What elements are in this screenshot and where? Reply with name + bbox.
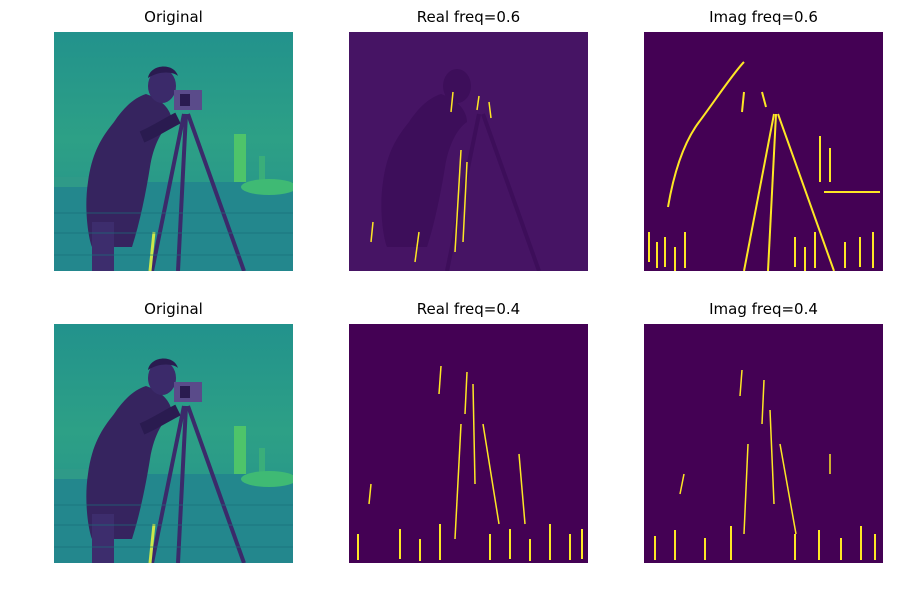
dome-building — [241, 471, 293, 487]
panel-title: Imag freq=0.4 — [709, 300, 818, 318]
imag-0-6-image — [644, 32, 883, 271]
horizon-buildings — [54, 469, 114, 479]
tripod-leg-left — [150, 405, 186, 563]
grass-noise — [357, 524, 583, 561]
tripod-leg-right — [186, 113, 246, 271]
imag-0-4-image — [644, 324, 883, 563]
panel-title: Imag freq=0.6 — [709, 8, 818, 26]
edge-highlights — [679, 369, 831, 535]
real-0-4-image — [349, 324, 588, 563]
small-building — [259, 156, 265, 182]
edge-highlights — [370, 91, 492, 263]
man-arm — [139, 112, 181, 143]
tripod-highlight — [148, 523, 156, 563]
man-legs — [92, 222, 114, 271]
tower-building — [234, 426, 246, 474]
panel-original-bottom: Original — [54, 298, 293, 564]
edge-highlights — [667, 61, 880, 271]
silhouette — [381, 94, 467, 247]
real-0-6-svg — [349, 32, 588, 271]
panel-imag-0-6: Imag freq=0.6 — [644, 6, 883, 272]
man-head — [148, 361, 176, 395]
tripod-leg-left — [150, 113, 186, 271]
real-0-6-image — [349, 32, 588, 271]
panel-original-top: Original — [54, 6, 293, 272]
man-hair — [148, 358, 178, 370]
original-image — [54, 32, 293, 271]
panel-title: Original — [144, 8, 203, 26]
filter-background — [644, 32, 883, 271]
horizon-buildings — [54, 177, 114, 187]
panel-real-0-4: Real freq=0.4 — [349, 298, 588, 564]
camera-lens — [180, 94, 190, 106]
grass-texture — [54, 504, 293, 548]
camera-lens — [180, 386, 190, 398]
panel-title: Original — [144, 300, 203, 318]
edge-highlights — [368, 365, 526, 540]
imag-0-6-svg — [644, 32, 883, 271]
panel-real-0-6: Real freq=0.6 — [349, 6, 588, 272]
panel-imag-0-4: Imag freq=0.4 — [644, 298, 883, 564]
man-hair — [148, 66, 178, 78]
grass-noise — [654, 526, 876, 560]
grass-texture — [54, 212, 293, 256]
cameraman-original-svg — [54, 324, 293, 563]
man-arm — [139, 404, 181, 435]
tripod-leg-middle — [176, 113, 188, 271]
silhouette-head — [443, 69, 471, 103]
tripod-leg-middle — [176, 405, 188, 563]
original-image — [54, 324, 293, 563]
grass-noise — [648, 232, 874, 271]
panel-title: Real freq=0.4 — [416, 300, 521, 318]
tripod-leg-right — [186, 405, 246, 563]
imag-0-4-svg — [644, 324, 883, 563]
filter-background — [349, 324, 588, 563]
man-head — [148, 69, 176, 103]
man-legs — [92, 514, 114, 563]
real-0-4-svg — [349, 324, 588, 563]
tripod-highlight — [148, 231, 156, 271]
tower-building — [234, 134, 246, 182]
filter-background — [644, 324, 883, 563]
small-building — [259, 448, 265, 474]
dome-building — [241, 179, 293, 195]
cameraman-original-svg — [54, 32, 293, 271]
panel-title: Real freq=0.6 — [416, 8, 521, 26]
